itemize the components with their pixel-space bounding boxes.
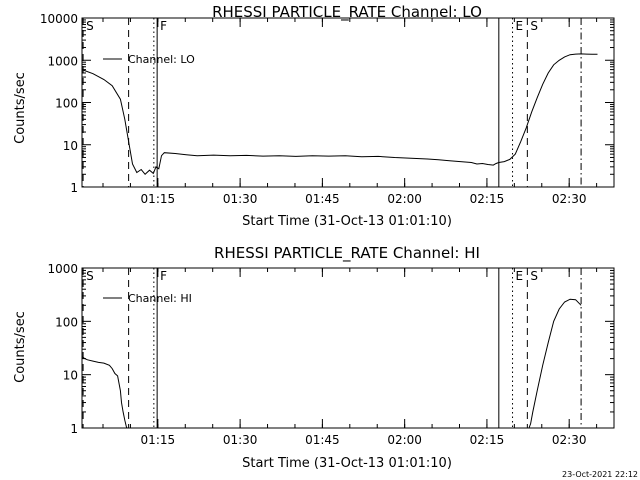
panel-hi-event-label: S (86, 269, 94, 283)
panel-hi-xtick-label: 02:00 (387, 433, 422, 447)
panel-hi-ytick-label: 100 (55, 315, 78, 329)
panel-hi-series-line (81, 356, 128, 429)
panel-lo-xtick-label: 02:30 (552, 192, 587, 206)
panel-lo-xtick-label: 02:15 (470, 192, 505, 206)
panel-lo-title: RHESSI PARTICLE_RATE Channel: LO (212, 3, 482, 22)
panel-hi-legend-label: Channel: HI (128, 292, 192, 305)
panel-lo-event-label: S (530, 19, 538, 33)
panel-lo-ytick-label: 1000 (47, 54, 78, 68)
panel-hi-ytick-label: 10 (63, 369, 78, 383)
generation-timestamp: 23-Oct-2021 22:12 (562, 470, 638, 479)
panel-hi-title: RHESSI PARTICLE_RATE Channel: HI (214, 244, 480, 263)
panel-lo-xtick-label: 02:00 (387, 192, 422, 206)
panel-lo-xtick-label: 01:30 (223, 192, 258, 206)
panel-lo-xlabel: Start Time (31-Oct-13 01:01:10) (242, 214, 452, 229)
panel-hi-xtick-label: 01:30 (223, 433, 258, 447)
panel-lo-ylabel: Counts/sec (13, 72, 28, 144)
panel-lo-ytick-label: 100 (55, 97, 78, 111)
panel-lo-event-label: S (86, 19, 94, 33)
panel-hi-event-label: F (160, 269, 167, 283)
panel-lo-ytick-label: 1 (70, 181, 78, 195)
panel-hi-xtick-label: 01:45 (305, 433, 340, 447)
panel-hi-series-line-segment-2 (528, 298, 582, 429)
panel-lo-xtick-label: 01:15 (141, 192, 176, 206)
panel-hi-ytick-label: 1000 (47, 262, 78, 276)
panel-lo-series-line (81, 53, 598, 176)
panel-lo-xtick-label: 01:45 (305, 192, 340, 206)
panel-hi-xtick-label: 02:30 (552, 433, 587, 447)
panel-hi-xlabel: Start Time (31-Oct-13 01:01:10) (242, 456, 452, 471)
panel-hi-xtick-label: 02:15 (470, 433, 505, 447)
panel-hi-frame (81, 267, 615, 429)
panel-hi-event-label: E (516, 269, 524, 283)
panel-lo-event-label: E (516, 19, 524, 33)
panel-hi-xtick-label: 01:15 (141, 433, 176, 447)
panel-lo-ytick-label: 10000 (40, 12, 78, 26)
panel-hi-ytick-label: 1 (70, 422, 78, 436)
panel-hi-ylabel: Counts/sec (13, 311, 28, 383)
panel-lo-legend-label: Channel: LO (128, 53, 195, 66)
panel-lo-ytick-label: 10 (63, 139, 78, 153)
panel-lo-event-label: F (160, 19, 167, 33)
panel-hi-event-label: S (530, 269, 538, 283)
